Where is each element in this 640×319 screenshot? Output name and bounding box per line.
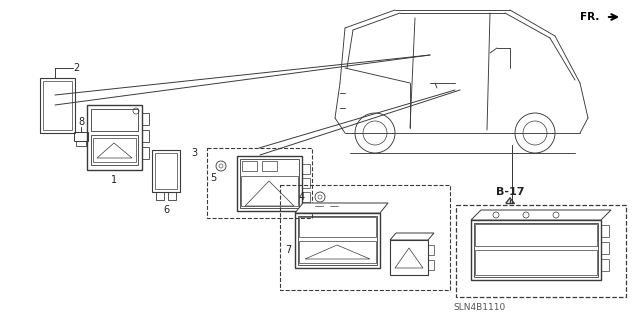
Bar [302, 192, 310, 202]
Bar [471, 220, 601, 280]
Bar [168, 192, 176, 200]
Bar [142, 130, 149, 142]
Bar [428, 245, 434, 255]
Text: 4: 4 [299, 192, 305, 202]
Bar [155, 153, 177, 189]
Bar [87, 105, 142, 170]
Bar [93, 138, 136, 162]
Bar [152, 150, 180, 192]
Text: B-17: B-17 [496, 187, 524, 197]
Bar [601, 259, 609, 271]
Bar [241, 176, 298, 206]
Bar [295, 213, 380, 268]
Bar [40, 78, 75, 133]
Bar [601, 242, 609, 254]
Bar [142, 113, 149, 125]
Polygon shape [295, 203, 388, 213]
Text: SLN4B1110: SLN4B1110 [454, 303, 506, 313]
Bar [474, 223, 598, 277]
Bar [91, 109, 138, 131]
Bar [299, 217, 376, 237]
Polygon shape [390, 233, 434, 240]
Bar [475, 224, 597, 246]
Bar [142, 147, 149, 159]
Bar [43, 81, 72, 130]
Bar [298, 216, 377, 265]
Text: 2: 2 [73, 63, 79, 73]
Text: 5: 5 [210, 173, 216, 183]
Bar [262, 161, 277, 171]
Bar [456, 205, 626, 297]
Text: FR.: FR. [580, 12, 600, 22]
Bar [280, 185, 450, 290]
Circle shape [515, 113, 555, 153]
Circle shape [355, 113, 395, 153]
Bar [156, 192, 164, 200]
Text: 3: 3 [191, 148, 197, 158]
Text: 7: 7 [285, 245, 291, 255]
Bar [302, 164, 310, 174]
Bar [237, 156, 302, 211]
Bar [242, 161, 257, 171]
Bar [428, 260, 434, 270]
Text: 8: 8 [78, 117, 84, 127]
Text: 1: 1 [111, 175, 117, 185]
Bar [302, 178, 310, 188]
Bar [76, 141, 86, 146]
Bar [299, 241, 376, 263]
Bar [240, 159, 299, 208]
Bar [390, 240, 428, 275]
Text: 6: 6 [163, 205, 169, 215]
Bar [207, 148, 312, 218]
Bar [475, 250, 597, 275]
Polygon shape [471, 210, 611, 220]
Bar [91, 135, 138, 165]
Bar [601, 225, 609, 237]
Bar [74, 132, 88, 141]
